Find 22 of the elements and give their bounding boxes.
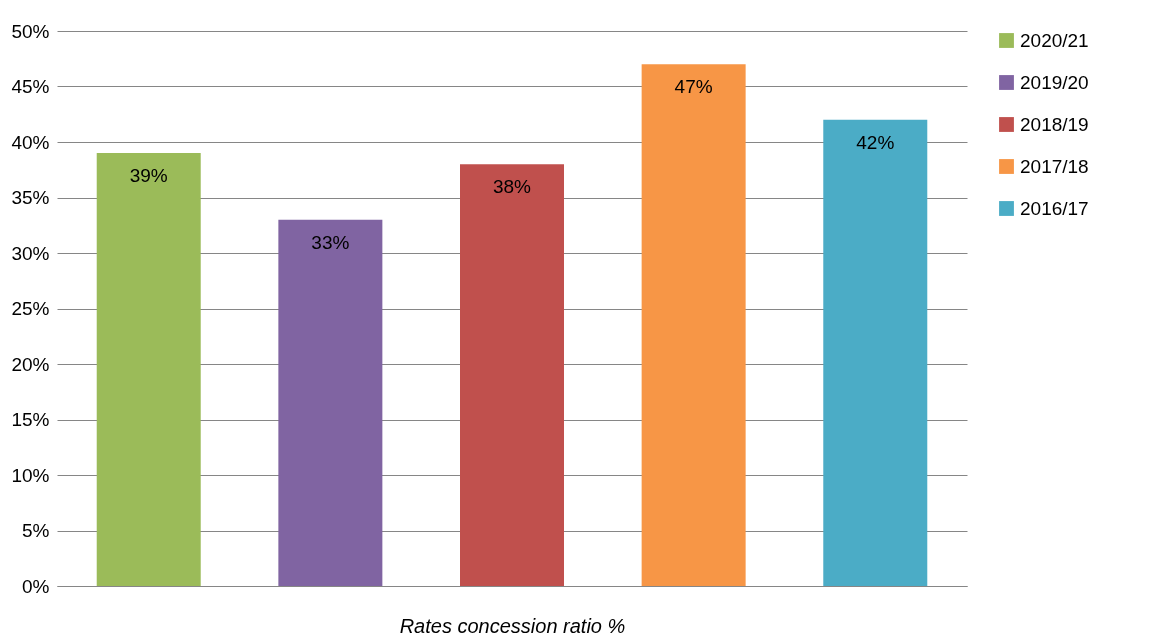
- legend-label: 2016/17: [1020, 197, 1089, 219]
- y-tick-label: 5%: [22, 520, 50, 541]
- legend-label: 2017/18: [1020, 155, 1089, 177]
- y-tick-label: 45%: [11, 76, 50, 97]
- y-tick-label: 0%: [22, 575, 50, 597]
- y-tick-label: 35%: [11, 187, 50, 208]
- y-tick-label: 30%: [11, 242, 50, 264]
- legend-label: 2018/19: [1020, 113, 1089, 135]
- y-tick-label: 50%: [11, 20, 50, 42]
- y-tick-label: 10%: [11, 464, 50, 486]
- legend-label: 2019/20: [1020, 71, 1089, 93]
- x-axis-title: Rates concession ratio %: [399, 614, 626, 637]
- data-label: 38%: [492, 176, 532, 198]
- data-label: 39%: [129, 165, 168, 187]
- y-tick-label: 25%: [11, 298, 50, 319]
- y-tick-label: 40%: [11, 131, 50, 153]
- data-label: 33%: [311, 231, 350, 253]
- y-tick-label: 15%: [11, 409, 50, 430]
- data-label: 47%: [674, 76, 713, 98]
- legend-label: 2020/21: [1020, 29, 1089, 51]
- y-tick-label: 20%: [11, 353, 50, 375]
- data-label: 42%: [856, 131, 895, 153]
